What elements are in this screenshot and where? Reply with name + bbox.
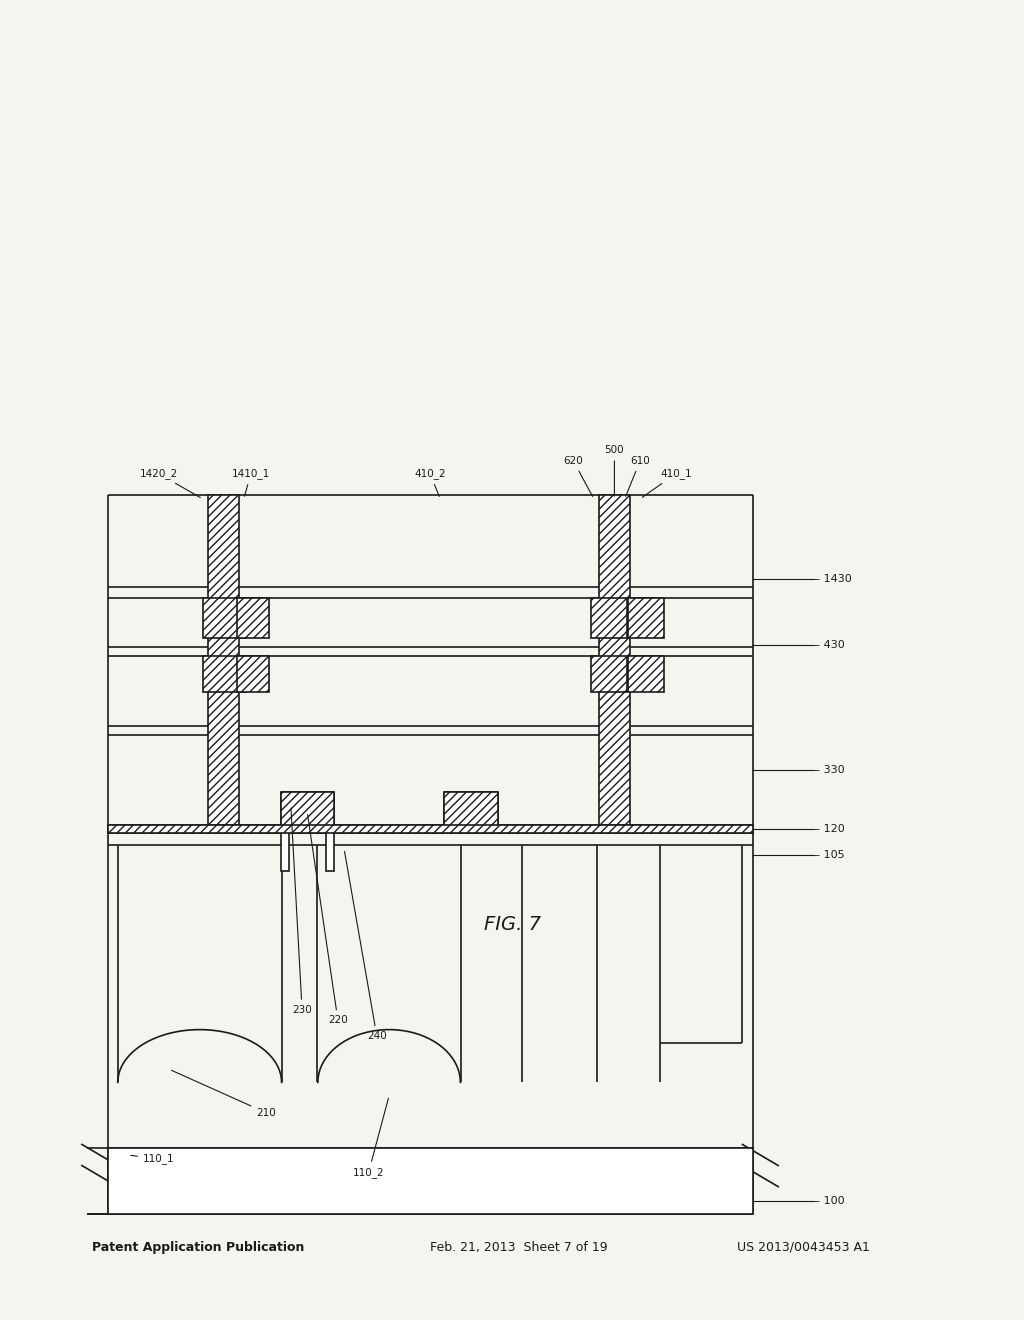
Bar (628, 656, 664, 692)
Bar (203, 598, 246, 638)
Text: 210: 210 (171, 1071, 276, 1118)
Bar (237, 656, 269, 692)
Text: 110_2: 110_2 (353, 1098, 388, 1177)
Bar (599, 495, 630, 825)
Bar (237, 598, 269, 638)
Bar (591, 656, 627, 692)
Text: — 330: — 330 (809, 766, 845, 775)
Bar (203, 656, 246, 692)
Text: 230: 230 (291, 808, 312, 1015)
Text: 410_1: 410_1 (642, 469, 691, 498)
Text: 410_2: 410_2 (415, 469, 445, 496)
Text: 220: 220 (307, 814, 348, 1026)
Text: — 1430: — 1430 (809, 574, 852, 585)
Text: — 105: — 105 (809, 850, 845, 861)
Text: 610: 610 (626, 455, 650, 496)
Text: — 430: — 430 (809, 640, 845, 649)
Bar (208, 495, 239, 825)
Text: 500: 500 (604, 445, 625, 496)
Bar (628, 598, 664, 638)
Bar (444, 792, 498, 829)
Text: US 2013/0043453 A1: US 2013/0043453 A1 (737, 1241, 870, 1254)
Bar (591, 598, 627, 638)
Bar (108, 1148, 753, 1214)
Text: — 120: — 120 (809, 824, 845, 834)
Bar (326, 829, 334, 871)
Text: — 100: — 100 (809, 1196, 845, 1206)
Text: 110_1: 110_1 (131, 1154, 174, 1164)
Bar (281, 792, 334, 829)
Bar (108, 825, 753, 833)
Text: Patent Application Publication: Patent Application Publication (92, 1241, 304, 1254)
Text: FIG. 7: FIG. 7 (483, 915, 541, 933)
Text: 1410_1: 1410_1 (231, 469, 270, 496)
Bar (281, 829, 289, 871)
Text: 240: 240 (344, 851, 387, 1041)
Text: 620: 620 (563, 455, 593, 496)
Text: 1420_2: 1420_2 (139, 469, 201, 498)
Text: Feb. 21, 2013  Sheet 7 of 19: Feb. 21, 2013 Sheet 7 of 19 (430, 1241, 607, 1254)
